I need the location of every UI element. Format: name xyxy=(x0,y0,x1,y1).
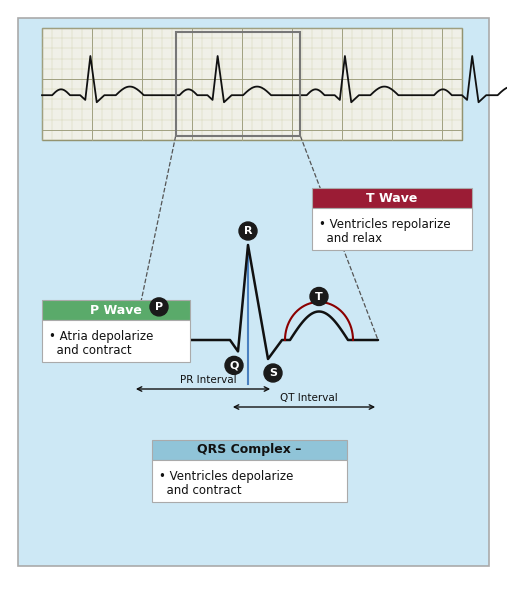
Text: QT Interval: QT Interval xyxy=(280,393,338,403)
Text: • Ventricles depolarize: • Ventricles depolarize xyxy=(159,470,294,483)
Text: T: T xyxy=(315,292,323,301)
Text: • Ventricles repolarize: • Ventricles repolarize xyxy=(319,218,451,231)
Text: PR Interval: PR Interval xyxy=(179,375,236,385)
Circle shape xyxy=(310,287,328,305)
Text: R: R xyxy=(244,226,252,236)
Bar xyxy=(312,188,472,208)
Text: T Wave: T Wave xyxy=(367,191,418,205)
Text: S: S xyxy=(269,368,277,378)
Bar xyxy=(175,32,300,136)
Text: P Wave: P Wave xyxy=(90,304,142,317)
Text: and contract: and contract xyxy=(49,344,132,357)
Bar xyxy=(42,300,190,320)
Text: Q: Q xyxy=(229,361,239,370)
Text: and relax: and relax xyxy=(319,232,382,245)
Circle shape xyxy=(264,364,282,382)
Text: P: P xyxy=(155,302,163,312)
Bar xyxy=(152,440,347,460)
Bar xyxy=(42,320,190,362)
Bar xyxy=(312,208,472,250)
Circle shape xyxy=(150,298,168,316)
Circle shape xyxy=(239,222,257,240)
Bar xyxy=(152,460,347,502)
Text: • Atria depolarize: • Atria depolarize xyxy=(49,330,154,343)
Text: QRS Complex –: QRS Complex – xyxy=(197,443,302,457)
Text: and contract: and contract xyxy=(159,484,242,497)
Circle shape xyxy=(225,356,243,374)
Bar xyxy=(42,28,462,140)
